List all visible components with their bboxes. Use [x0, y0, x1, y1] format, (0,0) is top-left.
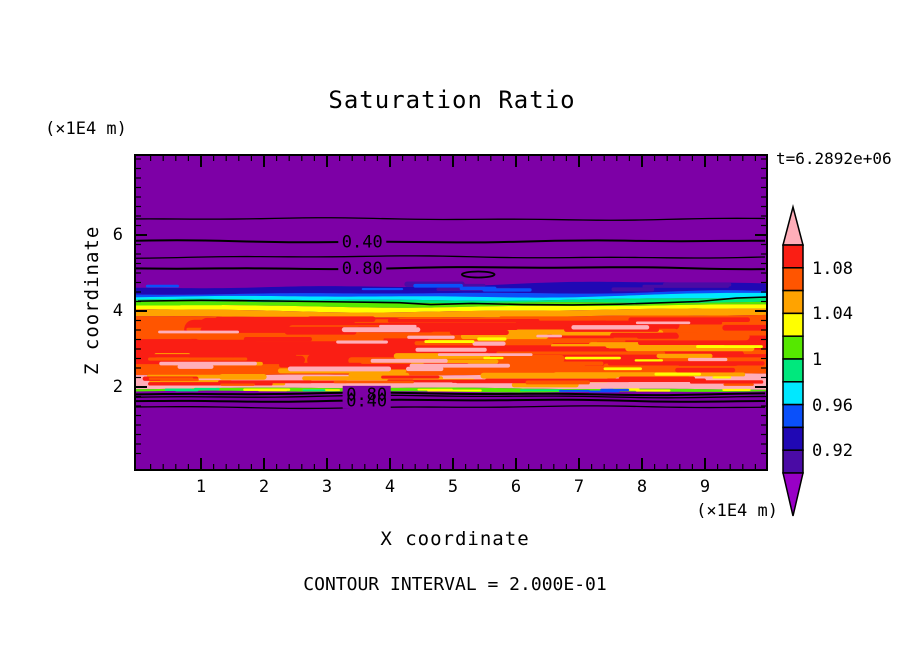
streaks-blue [145, 283, 532, 292]
x-tick-label: 5 [447, 477, 459, 497]
x-axis-unit-label: (×1E4 m) [696, 501, 778, 521]
colorbar-label: 0.96 [812, 395, 853, 416]
colorbar-segment [782, 312, 804, 337]
colorbar-segment [782, 449, 804, 474]
field: 0.400.800.800.40 [136, 156, 766, 469]
streaks-orangered [148, 377, 754, 386]
colorbar-segment [782, 381, 804, 406]
contour-line-0.6-below [136, 394, 766, 399]
contour-line-1.0 [137, 296, 766, 306]
contour-line-0.2-above [136, 217, 766, 221]
colorbar-under-arrow [782, 472, 804, 517]
contour-line-0.8-below [136, 391, 766, 397]
contour-label-0.4-above: 0.40 [342, 232, 383, 252]
x-tick-label: 6 [510, 477, 522, 497]
contour-label-0.8-above: 0.80 [342, 259, 383, 279]
x-tick-label: 8 [636, 477, 648, 497]
colorbar-segment [782, 426, 804, 451]
contour-line-0.8-above [136, 266, 766, 271]
colorbar-label: 0.92 [812, 441, 853, 462]
x-tick-label: 3 [321, 477, 333, 497]
streaks-blue [558, 388, 630, 393]
contour-label-0.4-below: 0.40 [346, 392, 387, 412]
contour-line-0.4-above [136, 239, 766, 244]
colorbar-segment [782, 403, 804, 429]
contour-line-0.4-below [136, 398, 766, 403]
plot-frame [134, 154, 768, 471]
colorbar-label: 1.08 [812, 258, 853, 279]
colorbar [782, 204, 804, 517]
contour-line-0.2-below [136, 405, 766, 410]
x-tick-label: 1 [195, 477, 207, 497]
colorbar-label: 1 [812, 350, 823, 370]
band-layer-blue [136, 290, 766, 298]
contour-line-0.6-above [136, 255, 766, 259]
closed-contour [460, 270, 496, 279]
x-tick-label: 4 [384, 477, 396, 497]
colorbar-segment [782, 289, 804, 315]
contour-label-0.8-below: 0.80 [346, 385, 387, 405]
colorbar-segment [782, 244, 804, 269]
streaks-spring [164, 387, 563, 392]
colorbar-over-arrow [782, 204, 804, 246]
contour-interval-note: CONTOUR INTERVAL = 2.000E-01 [303, 574, 607, 595]
chart-title: Saturation Ratio [328, 86, 576, 114]
x-tick-label: 7 [573, 477, 585, 497]
time-annotation: t=6.2892e+06 [776, 149, 892, 168]
x-axis-title: X coordinate [380, 528, 530, 550]
z-axis-unit-label: (×1E4 m) [45, 119, 127, 139]
z-tick-label: 6 [112, 225, 123, 245]
colorbar-segment [782, 267, 804, 292]
z-tick-label: 2 [112, 377, 123, 397]
colorbar-segment [782, 358, 804, 383]
x-tick-label: 9 [699, 477, 711, 497]
colorbar-label: 1.04 [812, 304, 853, 325]
band-layer-orange [136, 308, 766, 318]
streaks-chartreuse [136, 301, 249, 306]
band-layer-cyan [136, 292, 766, 301]
x-tick-label: 2 [258, 477, 270, 497]
streaks-pink [158, 321, 728, 372]
colorbar-segment [782, 335, 804, 360]
z-tick-label: 4 [112, 301, 123, 321]
band-layer-yellow [136, 302, 766, 313]
